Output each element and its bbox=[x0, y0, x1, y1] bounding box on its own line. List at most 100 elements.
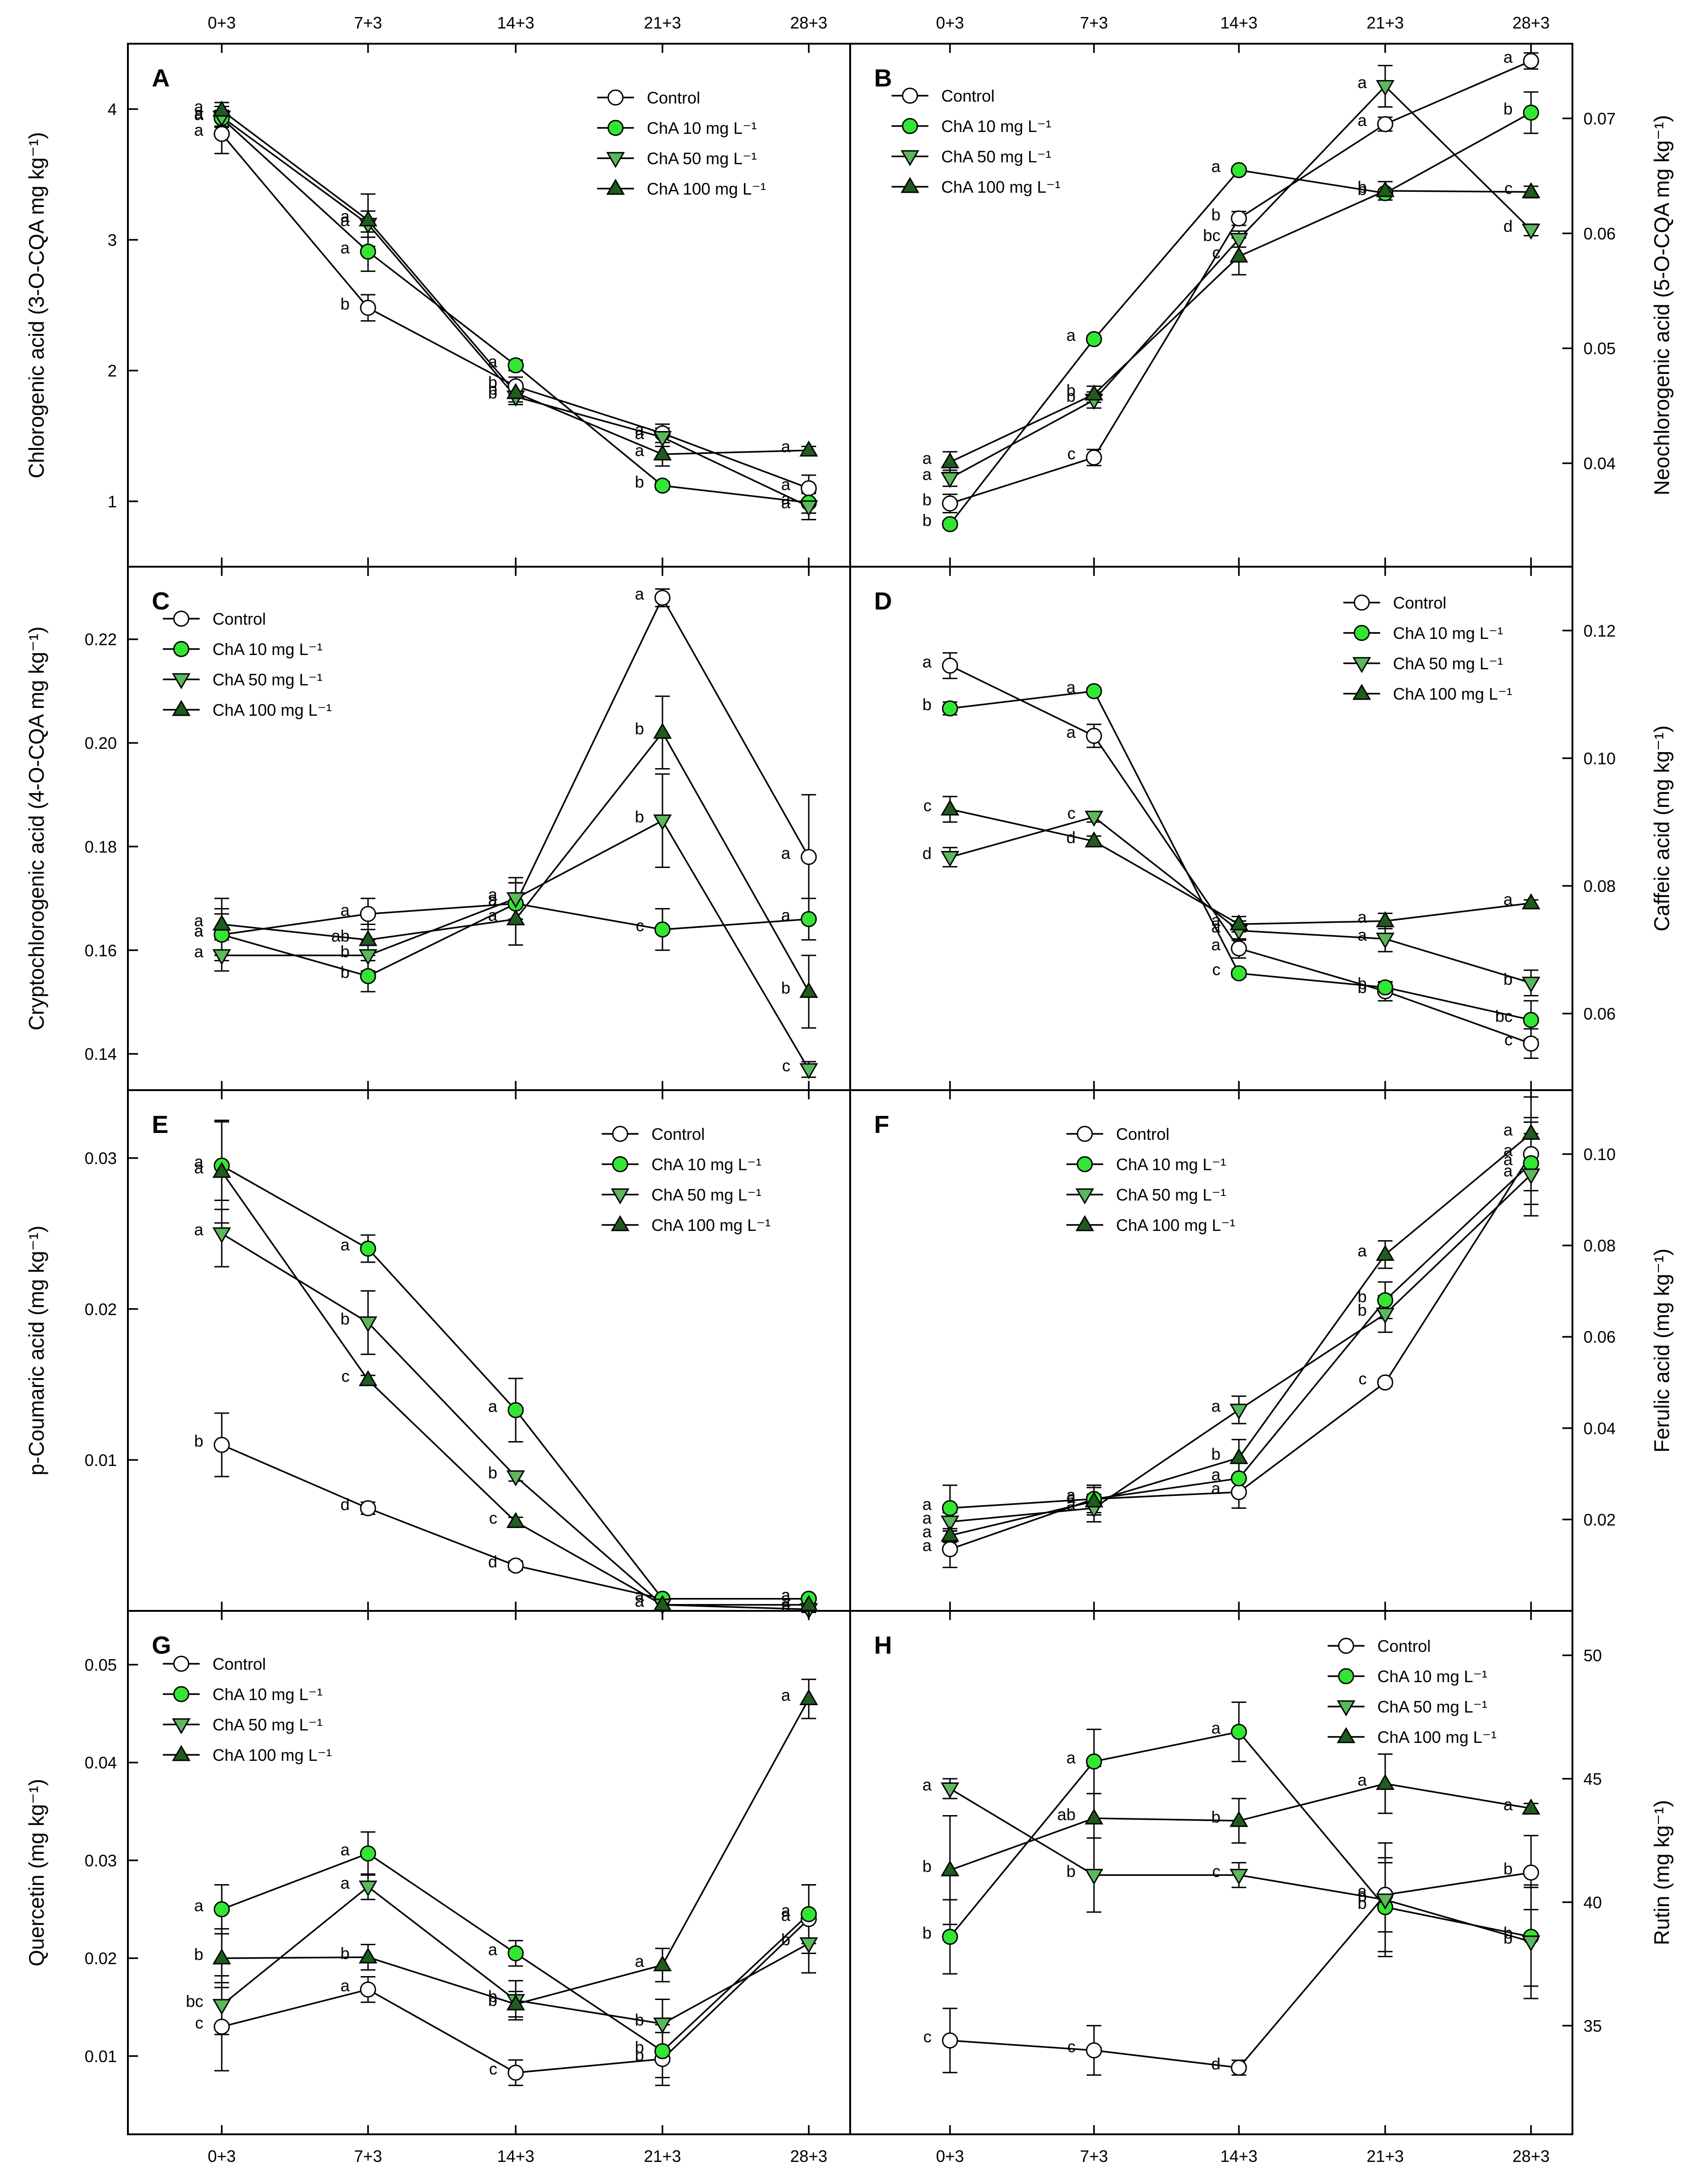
data-point bbox=[212, 1948, 231, 1965]
significance-letter: a bbox=[1503, 1141, 1513, 1160]
x-tick-label-bottom: 7+3 bbox=[1080, 2147, 1108, 2166]
legend-label: ChA 10 mg L⁻¹ bbox=[1377, 1667, 1487, 1686]
x-tick-label-bottom: 21+3 bbox=[1366, 2147, 1404, 2166]
significance-letter: a bbox=[922, 1775, 932, 1794]
legend-marker bbox=[172, 673, 191, 690]
data-point bbox=[942, 1929, 958, 1945]
legend-label: Control bbox=[213, 1655, 266, 1673]
significance-letter: bc bbox=[186, 1992, 203, 2011]
data-point bbox=[212, 1999, 231, 2015]
legend-label: Control bbox=[213, 609, 266, 628]
significance-letter: b bbox=[340, 294, 350, 313]
legend-label: ChA 50 mg L⁻¹ bbox=[941, 147, 1051, 166]
significance-letter: a bbox=[1358, 908, 1367, 926]
significance-letter: a bbox=[635, 585, 645, 603]
significance-letter: b bbox=[922, 490, 932, 509]
significance-letter: b bbox=[488, 379, 497, 398]
significance-letter: a bbox=[1066, 326, 1076, 345]
data-point bbox=[1084, 384, 1104, 401]
significance-letter: a bbox=[488, 352, 498, 371]
y-axis-label: Ferulic acid (mg kg⁻¹) bbox=[1650, 1248, 1674, 1452]
data-point bbox=[1521, 1168, 1541, 1185]
data-point bbox=[799, 440, 818, 457]
legend-marker bbox=[612, 1156, 628, 1172]
legend-marker bbox=[1077, 1126, 1093, 1142]
data-point bbox=[212, 949, 231, 966]
significance-letter: a bbox=[194, 911, 204, 930]
data-point bbox=[1523, 104, 1539, 121]
significance-letter: b bbox=[1358, 974, 1367, 993]
legend-marker bbox=[173, 1655, 190, 1672]
data-point bbox=[942, 516, 958, 533]
y-tick-label: 0.14 bbox=[85, 1045, 117, 1063]
significance-letter: b bbox=[488, 373, 497, 392]
significance-letter: d bbox=[922, 844, 932, 862]
series-0 bbox=[943, 652, 1538, 1059]
y-tick-label: 0.03 bbox=[85, 1851, 117, 1870]
significance-letter: a bbox=[194, 942, 204, 961]
legend-label: ChA 50 mg L⁻¹ bbox=[1116, 1185, 1226, 1204]
significance-letter: bc bbox=[1203, 226, 1220, 245]
y-tick-label: 0.01 bbox=[85, 1451, 117, 1470]
data-point bbox=[1084, 1491, 1104, 1508]
significance-letter: b bbox=[340, 942, 350, 961]
significance-letter: a bbox=[1211, 1479, 1221, 1498]
data-point bbox=[1084, 1808, 1104, 1825]
y-axis-label: Cryptochlorogenic acid (4-O-CQA mg kg⁻¹) bbox=[24, 626, 48, 1030]
data-point bbox=[654, 477, 671, 494]
data-point bbox=[1231, 162, 1247, 178]
significance-letter: a bbox=[781, 1586, 791, 1604]
data-point bbox=[507, 1402, 524, 1419]
data-point bbox=[1229, 246, 1249, 263]
significance-letter: b bbox=[922, 1924, 932, 1943]
significance-letter: bc bbox=[1495, 1006, 1513, 1025]
series-line bbox=[950, 665, 1531, 1045]
significance-letter: a bbox=[781, 437, 791, 456]
legend-marker bbox=[612, 1126, 628, 1142]
significance-letter: b bbox=[1503, 99, 1513, 118]
data-point bbox=[212, 1161, 231, 1178]
significance-letter: a bbox=[1358, 73, 1367, 92]
data-point bbox=[654, 590, 671, 606]
data-point bbox=[942, 700, 958, 717]
x-tick-label-top: 14+3 bbox=[497, 13, 534, 32]
data-point bbox=[1231, 965, 1247, 982]
data-point bbox=[360, 906, 376, 922]
significance-letter: d bbox=[1503, 217, 1513, 236]
y-tick-label: 0.04 bbox=[85, 1753, 117, 1772]
legend-label: ChA 100 mg L⁻¹ bbox=[1377, 1728, 1497, 1747]
y-tick-label: 3 bbox=[108, 230, 117, 249]
y-tick-label: 0.02 bbox=[85, 1949, 117, 1968]
significance-letter: c bbox=[923, 796, 932, 815]
data-point bbox=[940, 799, 960, 816]
legend-marker bbox=[606, 178, 625, 195]
x-tick-label-top: 7+3 bbox=[354, 13, 382, 32]
significance-letter: b bbox=[922, 1857, 932, 1876]
data-point bbox=[940, 1515, 960, 1532]
significance-letter: a bbox=[1066, 1495, 1076, 1514]
panel-label: F bbox=[874, 1111, 889, 1138]
significance-letter: a bbox=[1358, 1770, 1367, 1789]
y-axis-label: Quercetin (mg kg⁻¹) bbox=[24, 1779, 48, 1966]
data-point bbox=[1523, 1864, 1539, 1881]
data-point bbox=[1376, 1774, 1395, 1790]
y-axis-label: Rutin (mg kg⁻¹) bbox=[1650, 1800, 1674, 1945]
significance-letter: a bbox=[1503, 1120, 1513, 1139]
legend-marker bbox=[900, 177, 920, 193]
significance-letter: c bbox=[1504, 178, 1513, 197]
significance-letter: a bbox=[1358, 111, 1367, 130]
significance-letter: a bbox=[781, 489, 791, 508]
y-tick-label: 45 bbox=[1583, 1770, 1602, 1788]
data-point bbox=[506, 892, 525, 908]
data-point bbox=[1376, 1308, 1395, 1324]
legend-label: ChA 100 mg L⁻¹ bbox=[941, 178, 1060, 196]
significance-letter: a bbox=[922, 465, 932, 484]
legend-label: ChA 50 mg L⁻¹ bbox=[1377, 1697, 1487, 1716]
significance-letter: b bbox=[635, 719, 644, 738]
significance-letter: b bbox=[1066, 387, 1076, 406]
significance-letter: a bbox=[340, 1840, 350, 1859]
significance-letter: a bbox=[488, 890, 498, 909]
data-point bbox=[1523, 1155, 1539, 1172]
